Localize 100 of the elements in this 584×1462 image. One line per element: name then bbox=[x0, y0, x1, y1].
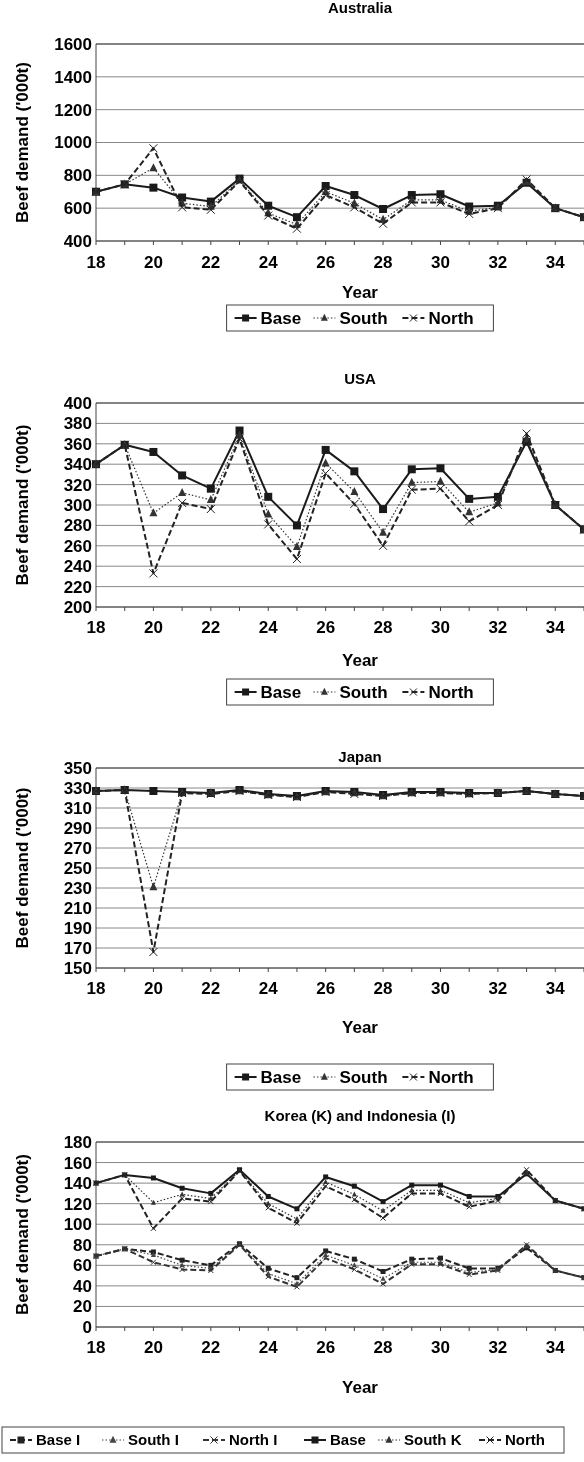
y-tick-label: 260 bbox=[63, 536, 92, 556]
y-tick-label: 250 bbox=[63, 858, 92, 878]
x-tick-label: 18 bbox=[86, 252, 106, 272]
y-tick-label: 200 bbox=[63, 597, 92, 617]
legend-label: Base bbox=[260, 682, 302, 702]
x-tick-label: 26 bbox=[316, 978, 336, 998]
x-tick-label: 22 bbox=[201, 252, 221, 272]
y-tick-label: 120 bbox=[63, 1194, 92, 1214]
legend-label: South bbox=[339, 682, 388, 702]
legend-label: South bbox=[339, 1067, 388, 1087]
y-tick-label: 1400 bbox=[54, 67, 92, 87]
x-tick-label: 20 bbox=[143, 617, 163, 637]
x-tick-label: 22 bbox=[201, 978, 221, 998]
chart-title: Japan bbox=[338, 748, 382, 765]
legend-label: Base bbox=[330, 1431, 366, 1449]
x-tick-label: 24 bbox=[258, 978, 279, 998]
x-axis-title: Year bbox=[342, 282, 379, 302]
y-tick-label: 230 bbox=[63, 878, 92, 898]
x-tick-label: 30 bbox=[431, 617, 450, 637]
y-tick-label: 300 bbox=[63, 495, 92, 515]
y-tick-label: 600 bbox=[63, 199, 92, 219]
chart-title: Australia bbox=[327, 0, 393, 16]
x-tick-label: 30 bbox=[431, 978, 450, 998]
y-axis-title: Beef demand ('000t) bbox=[12, 62, 32, 223]
chart-title: Korea (K) and Indonesia (I) bbox=[264, 1107, 456, 1124]
legend-label: Base I bbox=[36, 1431, 81, 1449]
y-tick-label: 280 bbox=[63, 516, 92, 536]
legend-label: North bbox=[428, 682, 474, 702]
x-tick-label: 32 bbox=[488, 978, 508, 998]
y-tick-label: 270 bbox=[63, 838, 92, 858]
x-tick-label: 26 bbox=[316, 617, 336, 637]
x-tick-label: 32 bbox=[488, 1337, 508, 1357]
x-tick-label: 24 bbox=[258, 252, 279, 272]
x-tick-label: 24 bbox=[258, 617, 279, 637]
y-tick-label: 1600 bbox=[54, 34, 92, 54]
y-tick-label: 320 bbox=[63, 475, 92, 495]
y-tick-label: 380 bbox=[63, 414, 92, 434]
x-tick-label: 24 bbox=[258, 1337, 279, 1357]
x-tick-label: 30 bbox=[431, 1337, 450, 1357]
y-tick-label: 40 bbox=[73, 1276, 92, 1296]
x-tick-label: 20 bbox=[143, 978, 163, 998]
x-tick-label: 28 bbox=[373, 978, 393, 998]
x-tick-label: 34 bbox=[545, 1337, 566, 1357]
x-tick-label: 20 bbox=[143, 1337, 163, 1357]
y-tick-label: 240 bbox=[63, 557, 92, 577]
legend-label: North I bbox=[229, 1431, 278, 1449]
y-tick-label: 80 bbox=[73, 1235, 92, 1255]
y-tick-label: 60 bbox=[73, 1256, 92, 1276]
y-tick-label: 400 bbox=[63, 231, 92, 251]
x-tick-label: 18 bbox=[86, 617, 106, 637]
y-tick-label: 350 bbox=[63, 758, 92, 778]
x-tick-label: 30 bbox=[431, 252, 450, 272]
legend-label: South I bbox=[128, 1431, 179, 1449]
x-tick-label: 34 bbox=[545, 978, 566, 998]
x-tick-label: 28 bbox=[373, 252, 393, 272]
legend-label: Base bbox=[260, 1067, 302, 1087]
y-tick-label: 290 bbox=[63, 818, 92, 838]
y-axis-title: Beef demand ('000t) bbox=[12, 1154, 32, 1315]
x-axis-title: Year bbox=[342, 1017, 379, 1037]
x-tick-label: 28 bbox=[373, 617, 393, 637]
y-tick-label: 20 bbox=[73, 1297, 92, 1317]
y-tick-label: 150 bbox=[63, 958, 92, 978]
y-tick-label: 220 bbox=[63, 577, 92, 597]
y-tick-label: 210 bbox=[63, 898, 92, 918]
y-tick-label: 140 bbox=[63, 1174, 92, 1194]
x-axis-title: Year bbox=[342, 650, 379, 670]
legend-label: Base bbox=[260, 308, 302, 328]
y-axis-title: Beef demand ('000t) bbox=[12, 787, 32, 949]
legend-label: South bbox=[339, 308, 388, 328]
x-tick-label: 22 bbox=[201, 1337, 221, 1357]
y-tick-label: 340 bbox=[63, 455, 92, 475]
x-tick-label: 18 bbox=[86, 1337, 106, 1357]
legend-label: South K bbox=[404, 1431, 462, 1449]
x-tick-label: 18 bbox=[86, 978, 106, 998]
y-axis-title: Beef demand ('000t) bbox=[12, 424, 32, 586]
x-tick-label: 22 bbox=[201, 617, 221, 637]
x-tick-label: 26 bbox=[316, 252, 336, 272]
y-tick-label: 180 bbox=[63, 1132, 92, 1152]
y-tick-label: 190 bbox=[63, 918, 92, 938]
y-tick-label: 400 bbox=[63, 393, 92, 413]
x-tick-label: 32 bbox=[488, 617, 508, 637]
y-tick-label: 360 bbox=[63, 434, 92, 454]
x-tick-label: 26 bbox=[316, 1337, 336, 1357]
y-tick-label: 160 bbox=[63, 1153, 92, 1173]
legend-label: North bbox=[505, 1431, 545, 1449]
chart-title: USA bbox=[344, 370, 376, 387]
x-tick-label: 34 bbox=[545, 252, 566, 272]
y-tick-label: 100 bbox=[63, 1215, 92, 1235]
x-tick-label: 20 bbox=[143, 252, 163, 272]
y-tick-label: 800 bbox=[63, 166, 92, 186]
x-tick-label: 32 bbox=[488, 252, 508, 272]
legend-label: North bbox=[428, 1067, 474, 1087]
y-tick-label: 170 bbox=[63, 938, 92, 958]
x-tick-label: 34 bbox=[545, 617, 566, 637]
y-tick-label: 1200 bbox=[54, 100, 92, 120]
y-tick-label: 1000 bbox=[54, 133, 92, 153]
y-tick-label: 330 bbox=[63, 778, 92, 798]
legend-label: North bbox=[428, 308, 474, 328]
y-tick-label: 0 bbox=[82, 1317, 92, 1337]
y-tick-label: 310 bbox=[63, 798, 92, 818]
